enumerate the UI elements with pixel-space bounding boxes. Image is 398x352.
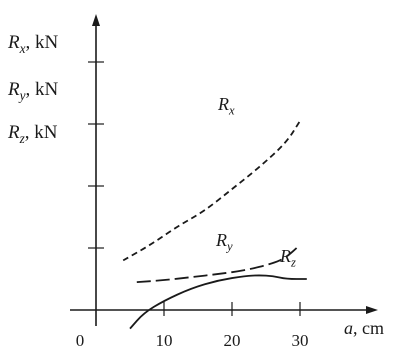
labels: 0 10 20 30 Rx, kN Ry, kN Rz, kN Rx Ry Rz a, cm [7, 32, 384, 350]
series-label-x: Rx [217, 94, 235, 118]
series-Ry [136, 244, 301, 283]
x-axis-arrow [366, 306, 378, 314]
axes [70, 14, 378, 326]
series-label-z: Rz [279, 246, 296, 270]
curves [122, 120, 307, 330]
series-Rz [129, 274, 307, 330]
y-axis-arrow [92, 14, 100, 26]
x-tick-label: 10 [156, 331, 173, 350]
y-axis-label-z: Rz, kN [7, 122, 58, 146]
y-axis-label-x: Rx, kN [7, 32, 59, 56]
series-Rx [122, 120, 301, 262]
x-tick-label: 20 [224, 331, 241, 350]
series-label-y: Ry [215, 230, 233, 254]
x-tick-label: 0 [76, 331, 85, 350]
x-axis-label: a, cm [344, 318, 384, 338]
x-tick-label: 30 [292, 331, 309, 350]
y-axis-label-y: Ry, kN [7, 79, 59, 103]
